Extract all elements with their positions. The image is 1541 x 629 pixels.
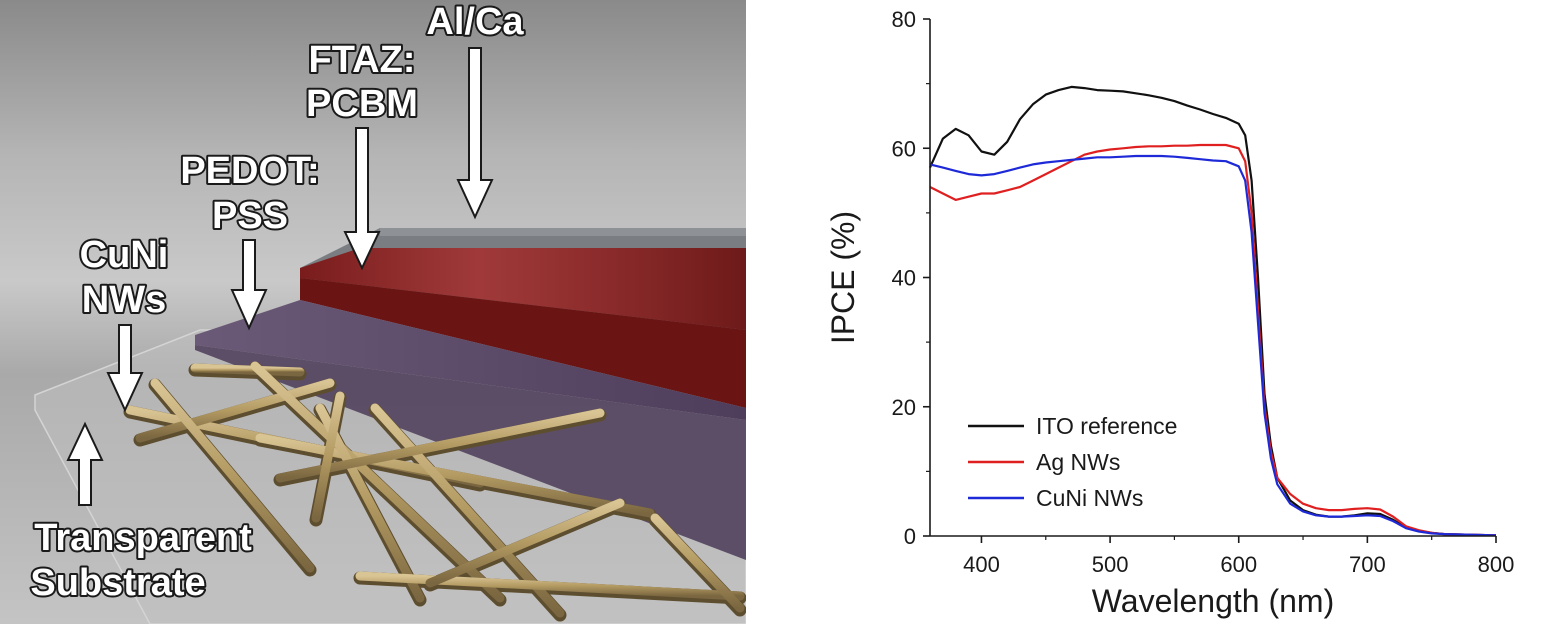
- label-nanowires-line2: NWs: [82, 279, 166, 321]
- label-substrate-line1: Transparent: [34, 517, 252, 559]
- series-line-2: [929, 143, 1497, 537]
- label-substrate-line2: Substrate: [30, 562, 205, 604]
- x-tick-label: 600: [1220, 552, 1257, 577]
- series-line-3: [929, 154, 1497, 537]
- legend-label: Ag NWs: [1036, 449, 1120, 475]
- y-tick-label: 40: [892, 266, 916, 291]
- device-illustration: Al/Ca FTAZ: PCBM PEDOT: PSS CuNi NWs Tra…: [0, 0, 747, 625]
- x-tick-label: 700: [1349, 552, 1386, 577]
- nanowire-network: [123, 361, 747, 622]
- device-schematic: Al/Ca FTAZ: PCBM PEDOT: PSS CuNi NWs Tra…: [0, 0, 747, 625]
- x-tick-label: 800: [1478, 552, 1515, 577]
- x-axis-label: Wavelength (nm): [1092, 583, 1334, 619]
- axes: [929, 19, 1496, 537]
- y-axis-label: IPCE (%): [825, 211, 861, 344]
- y-tick-label: 20: [892, 395, 916, 420]
- plot-lines: [928, 85, 1497, 537]
- arrow-down-nanowires: [106, 324, 144, 413]
- arrow-down-htl: [230, 239, 268, 331]
- y-tick-label: 0: [904, 524, 916, 549]
- y-tick-label: 60: [892, 136, 916, 161]
- active-layer-side: [300, 278, 746, 408]
- htl-layer-top: [195, 300, 746, 420]
- label-nanowires-line1: CuNi: [80, 234, 169, 276]
- ipce-chart: 0 20 40 60 80 400 500 600 700 800 Wavelength (nm)…: [746, 0, 1541, 624]
- legend-label: ITO reference: [1036, 413, 1177, 439]
- label-htl-line2: PSS: [212, 195, 288, 237]
- chart-svg: 0 20 40 60 80 400 500 600 700 800 Wavelength (nm)…: [825, 7, 1515, 619]
- label-active-line2: PCBM: [306, 83, 418, 125]
- label-active-line1: FTAZ:: [309, 39, 416, 81]
- tick-group: 0 20 40 60 80 400 500 600 700 800: [892, 7, 1515, 577]
- arrow-up-substrate: [66, 421, 104, 506]
- legend: ITO reference Ag NWs CuNi NWs: [968, 413, 1177, 511]
- x-tick-label: 400: [963, 552, 1000, 577]
- active-layer-top: [300, 248, 746, 330]
- legend-label: CuNi NWs: [1036, 485, 1143, 511]
- x-tick-label: 500: [1092, 552, 1129, 577]
- arrow-down-electrode: [456, 47, 494, 220]
- label-electrode: Al/Ca: [426, 1, 524, 43]
- label-htl-line1: PEDOT:: [180, 150, 319, 192]
- y-tick-label: 80: [892, 7, 916, 32]
- series-line-1: [928, 85, 1497, 537]
- arrow-down-active: [343, 127, 381, 271]
